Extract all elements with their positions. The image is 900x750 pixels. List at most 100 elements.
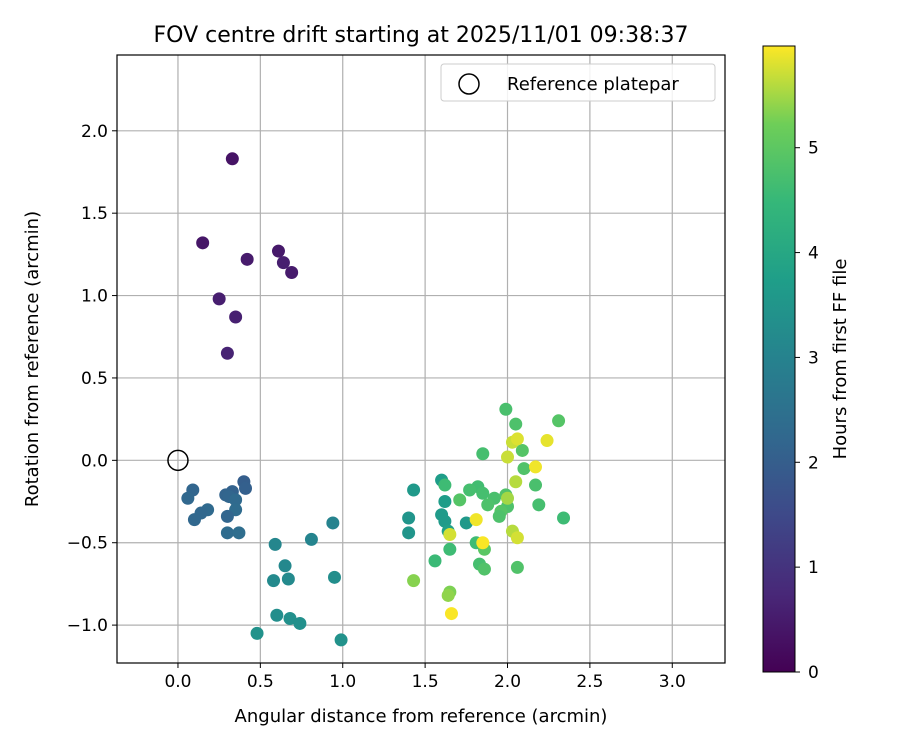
- data-point: [281, 572, 295, 586]
- data-point: [212, 292, 226, 306]
- data-point: [268, 537, 282, 551]
- y-axis-label: Rotation from reference (arcmin): [22, 211, 43, 507]
- y-tick-label: 1.0: [81, 287, 108, 307]
- x-axis-ticks: 0.0 0.5 1.0 1.5 2.0 2.5 3.0: [164, 663, 686, 692]
- y-tick-label: 1.5: [81, 204, 108, 224]
- plot-frame: [116, 54, 726, 664]
- data-point: [240, 252, 254, 266]
- colorbar-tick-label: 2: [808, 453, 819, 473]
- data-point: [187, 513, 201, 527]
- data-point: [283, 612, 297, 626]
- x-axis-label: Angular distance from reference (arcmin): [235, 706, 608, 727]
- data-point: [181, 491, 195, 505]
- data-point: [501, 450, 515, 464]
- data-point: [250, 626, 264, 640]
- data-point: [529, 478, 543, 492]
- colorbar-ticks: 0 1 2 3 4 5: [795, 139, 819, 683]
- data-point: [501, 491, 515, 505]
- data-point: [476, 486, 490, 500]
- data-point: [453, 493, 467, 507]
- reference-platepar-marker: [167, 449, 189, 472]
- data-point: [481, 498, 495, 512]
- data-point: [220, 346, 234, 360]
- y-tick-label: 0.0: [81, 451, 108, 471]
- data-point: [557, 511, 571, 525]
- data-point: [441, 588, 455, 602]
- colorbar-tick-label: 4: [808, 244, 819, 264]
- data-point: [293, 616, 307, 630]
- reference-marker-group: [167, 449, 189, 472]
- data-point: [499, 402, 513, 416]
- data-point: [304, 532, 318, 546]
- data-point: [232, 526, 246, 540]
- data-point: [552, 414, 566, 428]
- colorbar-label: Hours from first FF file: [830, 259, 851, 460]
- colorbar-bar: [762, 45, 796, 673]
- y-tick-label: 0.5: [81, 369, 108, 389]
- data-point: [509, 417, 523, 431]
- data-point: [510, 432, 524, 446]
- data-point: [443, 542, 457, 556]
- legend-reference-marker: [458, 73, 480, 95]
- legend-label: Reference platepar: [507, 74, 679, 95]
- data-point: [459, 516, 473, 530]
- data-point: [510, 531, 524, 545]
- x-tick-label: 0.0: [164, 672, 191, 692]
- data-point: [529, 460, 543, 474]
- data-point: [469, 513, 483, 527]
- data-point: [326, 516, 340, 530]
- x-tick-label: 1.5: [412, 672, 439, 692]
- data-point: [278, 559, 292, 573]
- data-point: [438, 514, 452, 528]
- data-point: [509, 475, 523, 489]
- data-point: [443, 527, 457, 541]
- data-point: [229, 493, 243, 507]
- data-point: [285, 265, 299, 279]
- data-point: [239, 481, 253, 495]
- data-point: [267, 574, 281, 588]
- data-point: [438, 495, 452, 509]
- data-point: [444, 607, 458, 621]
- data-point: [517, 462, 531, 476]
- data-points: [181, 152, 571, 647]
- data-point: [402, 511, 416, 525]
- colorbar: 0 1 2 3 4 5 Hours from first FF file: [762, 45, 851, 683]
- chart-title: FOV centre drift starting at 2025/11/01 …: [154, 23, 689, 48]
- data-point: [540, 434, 554, 448]
- data-point: [327, 570, 341, 584]
- data-point: [196, 236, 210, 250]
- colorbar-tick-label: 3: [808, 348, 819, 368]
- data-point: [271, 244, 285, 258]
- x-tick-label: 1.0: [329, 672, 356, 692]
- x-tick-label: 2.0: [494, 672, 521, 692]
- data-point: [225, 152, 239, 166]
- data-point: [402, 526, 416, 540]
- grid: [117, 55, 725, 663]
- data-point: [407, 483, 421, 497]
- data-point: [476, 536, 490, 550]
- data-point: [532, 498, 546, 512]
- legend-box: [440, 63, 716, 102]
- y-tick-label: −0.5: [67, 534, 108, 554]
- data-point: [270, 608, 284, 622]
- data-point: [428, 554, 442, 568]
- x-tick-label: 3.0: [659, 672, 686, 692]
- data-point: [276, 256, 290, 270]
- x-tick-label: 2.5: [576, 672, 603, 692]
- data-point: [463, 483, 477, 497]
- y-tick-label: 2.0: [81, 122, 108, 142]
- data-point: [515, 443, 529, 457]
- y-axis-ticks: −1.0 −0.5 0.0 0.5 1.0 1.5 2.0: [67, 122, 117, 636]
- data-point: [229, 310, 243, 324]
- colorbar-tick-label: 5: [808, 139, 819, 159]
- y-tick-label: −1.0: [67, 616, 108, 636]
- colorbar-tick-label: 0: [808, 663, 819, 683]
- data-point: [477, 562, 491, 576]
- data-point: [438, 478, 452, 492]
- data-point: [220, 509, 234, 523]
- data-point: [407, 574, 421, 588]
- x-tick-label: 0.5: [247, 672, 274, 692]
- data-point: [492, 509, 506, 523]
- data-point: [510, 560, 524, 574]
